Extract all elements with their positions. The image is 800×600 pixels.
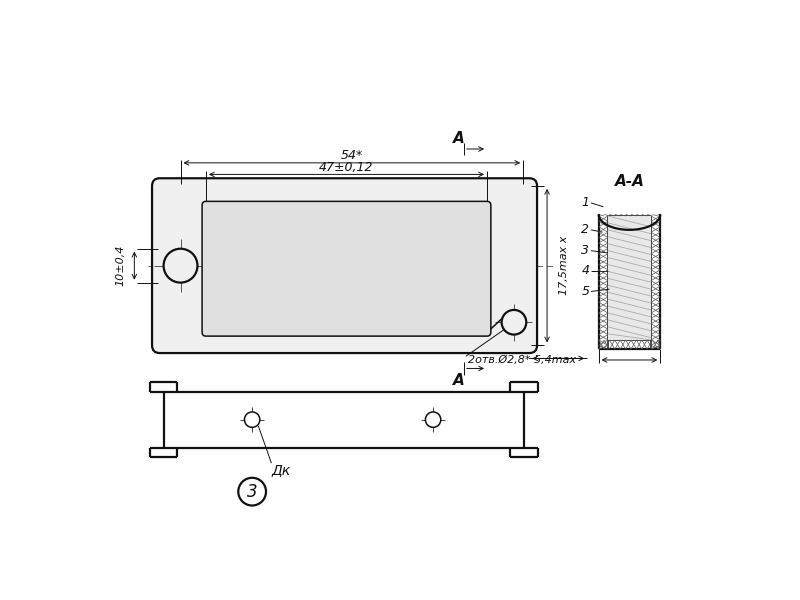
FancyBboxPatch shape xyxy=(152,178,537,353)
FancyBboxPatch shape xyxy=(202,202,491,336)
Text: 17,5max x: 17,5max x xyxy=(559,236,569,295)
Circle shape xyxy=(502,310,526,335)
Text: 4: 4 xyxy=(582,264,590,277)
Text: 3: 3 xyxy=(247,482,258,500)
Text: 5: 5 xyxy=(582,285,590,298)
Text: Дк: Дк xyxy=(271,463,290,477)
Text: 3: 3 xyxy=(582,244,590,257)
Text: A-A: A-A xyxy=(614,174,644,189)
Circle shape xyxy=(238,478,266,506)
Text: A: A xyxy=(454,373,465,388)
Text: 2отв.Ø2,8* 5,4max: 2отв.Ø2,8* 5,4max xyxy=(468,355,576,365)
Text: 1: 1 xyxy=(582,196,590,209)
Circle shape xyxy=(164,249,198,283)
Ellipse shape xyxy=(245,412,260,427)
Text: 54*: 54* xyxy=(341,149,363,161)
Bar xyxy=(608,216,651,340)
Text: A: A xyxy=(454,131,465,146)
Text: 47±0,12: 47±0,12 xyxy=(319,161,374,174)
Ellipse shape xyxy=(426,412,441,427)
Bar xyxy=(608,216,617,340)
Text: 2: 2 xyxy=(582,223,590,236)
Text: 10±0,4: 10±0,4 xyxy=(115,245,126,286)
